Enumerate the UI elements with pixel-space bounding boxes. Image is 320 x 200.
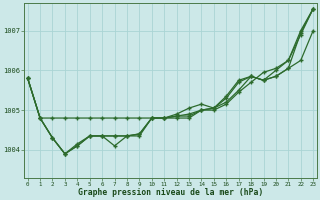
X-axis label: Graphe pression niveau de la mer (hPa): Graphe pression niveau de la mer (hPa) [78,188,263,197]
